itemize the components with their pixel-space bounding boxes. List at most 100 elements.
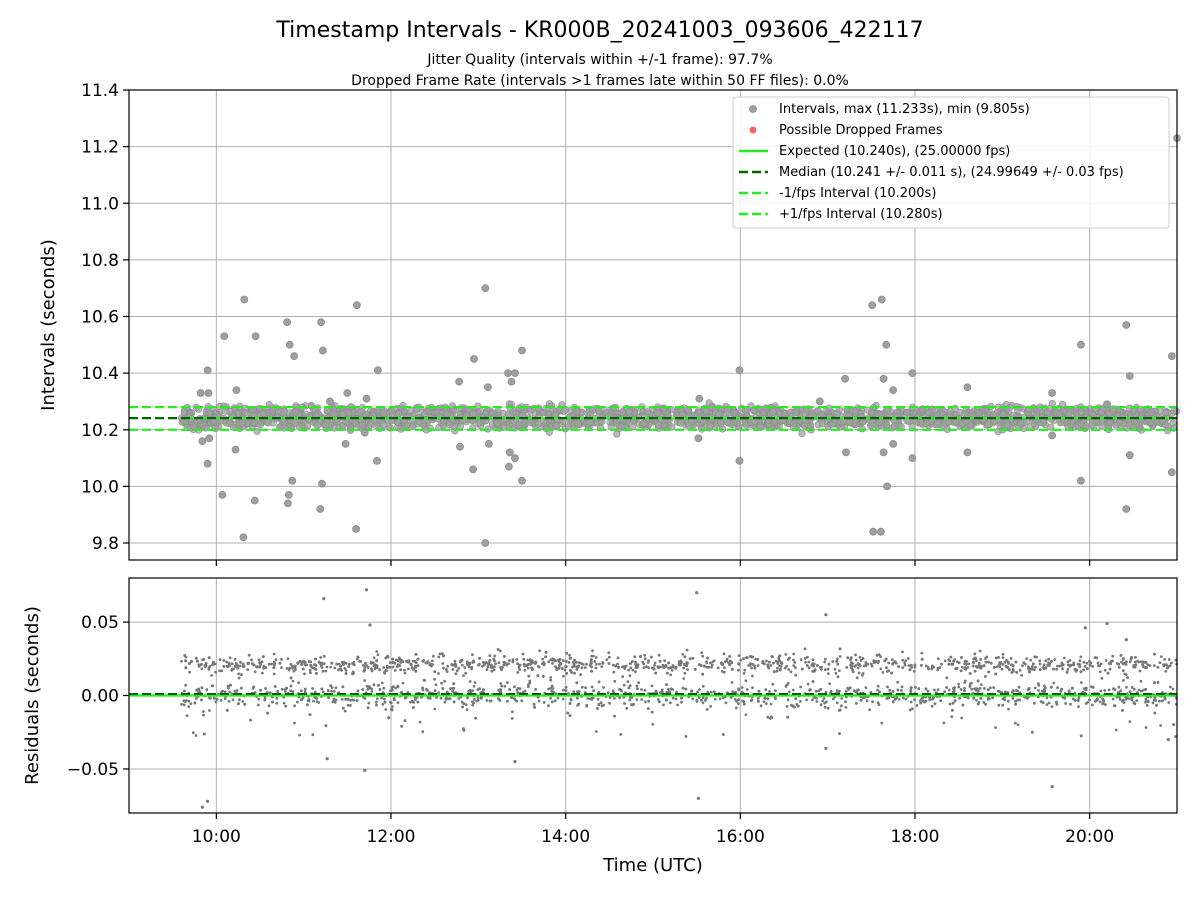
interval-outlier-point <box>251 332 260 341</box>
residual-point <box>750 666 753 670</box>
interval-point <box>291 408 300 416</box>
residual-point <box>230 662 234 666</box>
residual-point <box>372 656 376 660</box>
residual-point <box>623 702 626 705</box>
interval-point <box>238 419 247 427</box>
residual-point <box>567 692 570 696</box>
residual-point <box>356 689 360 693</box>
interval-outlier-point <box>877 527 885 536</box>
residual-point <box>243 702 247 706</box>
residual-point <box>388 661 392 664</box>
residual-point <box>1128 720 1132 723</box>
residual-point <box>669 673 673 677</box>
residual-point <box>684 687 688 691</box>
residual-point <box>910 665 914 669</box>
residual-point <box>780 661 783 665</box>
residual-point <box>950 662 954 666</box>
residual-point <box>1144 688 1147 691</box>
residual-point <box>1099 662 1103 666</box>
residual-point <box>1030 667 1034 671</box>
residual-point <box>706 690 710 694</box>
residual-point <box>590 696 594 700</box>
residual-point <box>461 705 464 709</box>
residual-point <box>342 706 345 710</box>
residual-point <box>763 696 767 700</box>
residual-point <box>212 696 216 700</box>
residual-point <box>284 690 287 693</box>
residual-point <box>592 689 595 693</box>
interval-outlier-point <box>325 397 334 406</box>
residual-point <box>612 670 616 674</box>
residual-point <box>1000 667 1004 671</box>
residual-point <box>440 681 443 685</box>
residual-point <box>960 716 964 720</box>
residual-point <box>730 681 734 684</box>
residual-point <box>649 655 653 659</box>
residual-point <box>468 680 472 683</box>
residual-point <box>392 698 396 702</box>
residual-point <box>856 662 860 665</box>
residual-point <box>1055 702 1059 706</box>
residual-point <box>786 715 790 719</box>
residual-point <box>883 659 887 663</box>
intervals-reference-lines <box>129 406 1177 431</box>
interval-point <box>1130 407 1138 415</box>
residual-point <box>650 684 654 688</box>
residual-point <box>1111 697 1115 701</box>
residual-point <box>1122 698 1125 702</box>
residual-point <box>1050 660 1053 663</box>
residual-point <box>751 686 754 690</box>
interval-point <box>445 421 453 429</box>
residual-point <box>662 703 665 707</box>
residual-point <box>195 659 199 663</box>
residual-point <box>572 690 576 693</box>
residual-point <box>888 688 892 692</box>
residual-point <box>854 653 857 657</box>
residual-point <box>1133 660 1137 664</box>
residual-point <box>433 707 437 711</box>
residual-point <box>840 697 844 700</box>
residual-point <box>979 683 983 687</box>
residual-point <box>1118 697 1122 701</box>
interval-outlier-point <box>481 284 490 293</box>
residual-point <box>1088 663 1092 667</box>
residual-point <box>562 688 565 692</box>
residual-point <box>239 660 242 664</box>
interval-point <box>1089 411 1097 419</box>
residual-point <box>647 699 651 703</box>
residual-point <box>563 668 567 672</box>
residual-point <box>856 666 860 670</box>
residual-point <box>1079 655 1083 659</box>
residual-point <box>488 654 492 658</box>
residual-point <box>478 687 481 690</box>
residual-point <box>989 661 993 665</box>
residual-point <box>734 706 738 710</box>
residual-point <box>284 704 288 708</box>
residual-point <box>515 658 519 661</box>
residual-point <box>271 700 274 704</box>
residual-point <box>586 697 590 700</box>
residual-point <box>686 662 689 665</box>
residual-point <box>467 665 471 669</box>
residual-point <box>721 733 725 736</box>
interval-point <box>1046 404 1054 413</box>
interval-point <box>552 422 561 430</box>
residual-point <box>396 659 400 663</box>
residual-point <box>1155 704 1158 707</box>
residual-point <box>741 699 744 703</box>
residual-outlier-point <box>200 805 204 809</box>
residual-point <box>1111 654 1115 658</box>
residual-point <box>236 664 240 667</box>
residual-point <box>1137 688 1141 692</box>
residual-point <box>984 675 987 678</box>
residual-point <box>502 663 506 667</box>
residual-point <box>476 696 480 700</box>
residual-point <box>972 696 976 700</box>
residual-point <box>764 688 768 692</box>
residual-point <box>1045 703 1049 706</box>
residual-point <box>831 697 835 701</box>
residual-point <box>701 672 704 676</box>
residual-point <box>383 700 387 704</box>
interval-point <box>668 423 676 431</box>
residual-point <box>827 662 831 666</box>
